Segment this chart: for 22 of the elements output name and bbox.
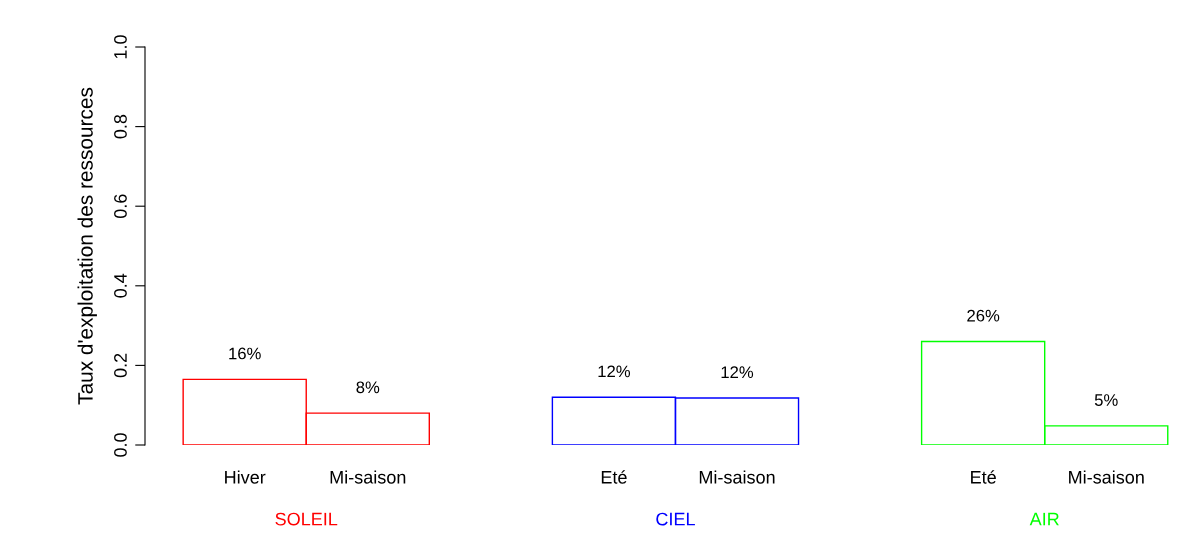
x-tick-label: Hiver	[225, 470, 266, 484]
text: SOLEIL	[275, 512, 338, 526]
x-tick-label: Eté	[601, 470, 627, 484]
y-tick-label: 0.8	[114, 114, 127, 139]
y-tick-label: 0.0	[114, 433, 127, 457]
data-label: 12%	[721, 366, 754, 379]
text: CIEL	[656, 512, 695, 526]
x-tick-label: Mi-saison	[330, 470, 406, 484]
x-tick-label: Eté	[971, 470, 996, 484]
y-tick-label: 1.0	[114, 35, 127, 59]
text: AIR	[1029, 512, 1059, 526]
x-tick-label: Mi-saison	[1069, 470, 1144, 484]
x-tick-label: Mi-saison	[699, 470, 775, 484]
data-label: 5%	[1094, 394, 1118, 406]
y-tick-label: 0.4	[114, 273, 127, 298]
y-tick-label: 0.2	[114, 353, 127, 378]
data-label: 8%	[356, 381, 380, 394]
data-label: 26%	[967, 309, 1000, 322]
data-label: 12%	[598, 365, 631, 378]
data-label: 16%	[229, 347, 261, 360]
y-axis-title: Taux d'exploitation des ressources	[77, 87, 97, 405]
y-tick-label: 0.6	[114, 194, 127, 219]
